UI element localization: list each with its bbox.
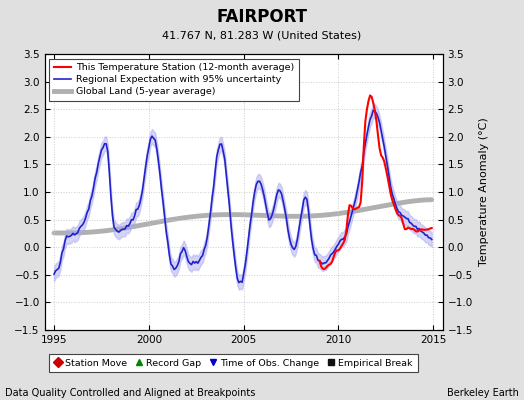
Text: Data Quality Controlled and Aligned at Breakpoints: Data Quality Controlled and Aligned at B… xyxy=(5,388,256,398)
Y-axis label: Temperature Anomaly (°C): Temperature Anomaly (°C) xyxy=(478,118,488,266)
Legend: Station Move, Record Gap, Time of Obs. Change, Empirical Break: Station Move, Record Gap, Time of Obs. C… xyxy=(49,354,418,372)
Text: FAIRPORT: FAIRPORT xyxy=(216,8,308,26)
Text: 41.767 N, 81.283 W (United States): 41.767 N, 81.283 W (United States) xyxy=(162,30,362,40)
Text: Berkeley Earth: Berkeley Earth xyxy=(447,388,519,398)
